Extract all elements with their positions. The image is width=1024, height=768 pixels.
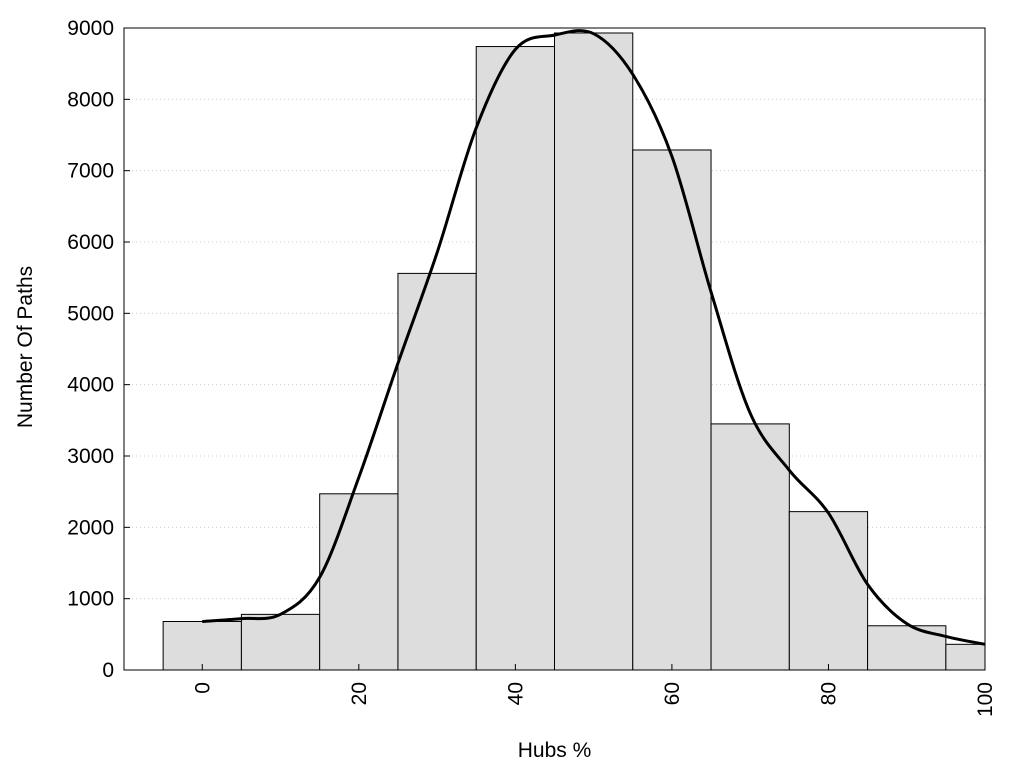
- y-tick-label: 9000: [67, 17, 114, 40]
- histogram-bars: [162, 32, 986, 671]
- histogram-bar: [475, 46, 555, 671]
- histogram-bar: [632, 149, 712, 671]
- histogram-bar: [240, 613, 321, 671]
- y-tick-label: 6000: [67, 231, 114, 254]
- histogram-bar: [788, 511, 869, 671]
- histogram-bar: [319, 493, 399, 671]
- histogram-bar: [162, 620, 242, 671]
- x-axis-label: Hubs %: [518, 739, 592, 762]
- density-curve: [202, 29, 986, 646]
- y-axis-label: Number Of Paths: [14, 266, 37, 428]
- y-axis-ticks: 0 1000 2000 3000 4000 5000 6000 7000 8000 9000: [67, 17, 130, 682]
- y-tick-label: 0: [102, 659, 114, 682]
- histogram-bar: [397, 272, 477, 671]
- y-tick-label: 3000: [67, 445, 114, 468]
- histogram-bar: [945, 643, 986, 671]
- histogram-bar: [710, 423, 790, 671]
- y-tick-label: 2000: [67, 516, 114, 539]
- x-tick-label: 60: [661, 682, 684, 705]
- x-axis-ticks: 0 20 40 60 80 100: [191, 664, 997, 717]
- y-tick-label: 5000: [67, 302, 114, 325]
- plot-frame: [123, 27, 986, 671]
- x-tick-label: 100: [974, 682, 997, 717]
- x-tick-label: 0: [191, 682, 214, 694]
- x-tick-label: 80: [817, 682, 840, 705]
- y-tick-label: 1000: [67, 588, 114, 611]
- histogram-bar: [554, 32, 634, 671]
- y-tick-label: 8000: [67, 88, 114, 111]
- y-tick-label: 7000: [67, 160, 114, 183]
- y-tick-label: 4000: [67, 374, 114, 397]
- x-tick-label: 40: [504, 682, 527, 705]
- x-tick-label: 20: [348, 682, 371, 705]
